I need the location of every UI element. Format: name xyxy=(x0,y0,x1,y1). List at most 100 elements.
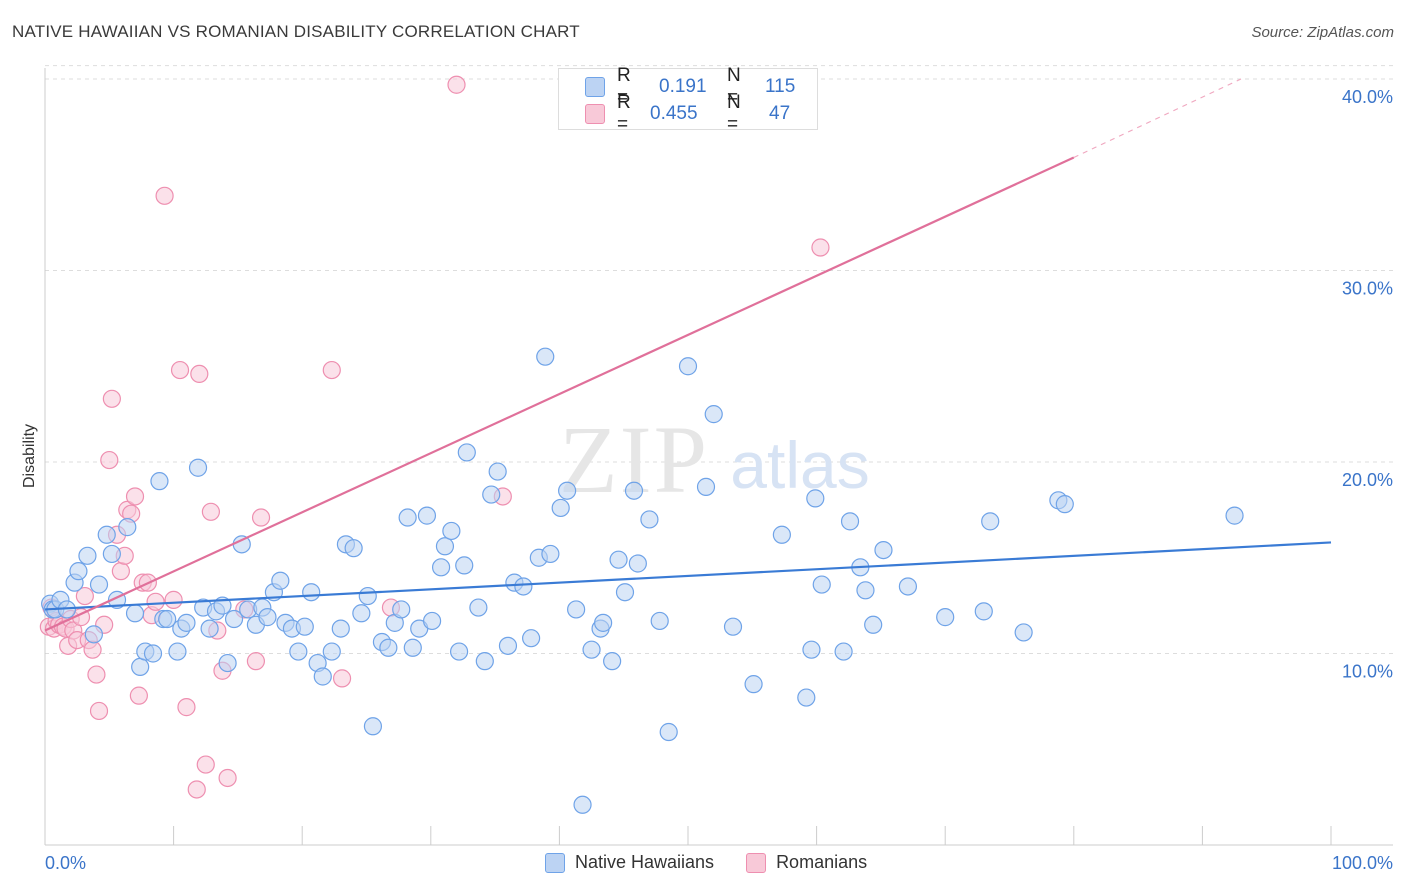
native-hawaiian-point xyxy=(143,644,163,663)
legend-swatch-romanians xyxy=(746,852,767,873)
native-hawaiian-point xyxy=(118,518,137,537)
native-hawaiian-point xyxy=(567,600,586,619)
native-hawaiian-point xyxy=(398,508,417,527)
native-hawaiian-point xyxy=(78,546,97,565)
native-hawaiian-point xyxy=(772,525,791,544)
legend-swatch-native-hawaiians xyxy=(545,852,565,873)
trend-lines xyxy=(44,78,1332,632)
native-hawaiian-point xyxy=(331,619,350,638)
series-romanians-points xyxy=(39,75,830,799)
native-hawaiian-point xyxy=(551,498,570,518)
romanian-point xyxy=(332,669,352,688)
romanian-point xyxy=(251,508,271,527)
y-tick-label: 20.0% xyxy=(1342,470,1393,490)
native-hawaiian-point xyxy=(536,347,555,366)
native-hawaiian-point xyxy=(417,506,437,525)
romanian-point xyxy=(83,640,102,659)
bottom-legend: Native Hawaiians Romanians xyxy=(545,852,899,873)
native-hawaiian-point xyxy=(482,485,501,504)
native-hawaiian-point xyxy=(150,472,169,491)
native-hawaiian-point xyxy=(200,619,219,638)
native-hawaiian-point xyxy=(488,462,507,481)
romanian-point xyxy=(322,360,341,380)
native-hawaiian-point xyxy=(363,717,383,736)
native-hawaiian-point xyxy=(457,443,476,462)
source-label[interactable]: Source: ZipAtlas.com xyxy=(1251,24,1394,41)
native-hawaiian-point xyxy=(435,537,455,556)
native-hawaiian-point xyxy=(258,608,277,627)
native-hawaiian-point xyxy=(498,636,518,655)
romanian-point xyxy=(190,364,209,384)
romanian-point xyxy=(75,586,94,606)
native-hawaiian-point xyxy=(609,550,628,569)
native-hawaiians-swatch xyxy=(585,77,605,97)
native-hawaiian-point xyxy=(650,611,669,631)
native-hawaiian-point xyxy=(834,642,853,661)
native-hawaiian-point xyxy=(295,617,314,636)
x-tick-label-end: 100.0% xyxy=(1332,853,1393,873)
series-native-hawaiians-points xyxy=(41,347,1244,814)
romanian-point xyxy=(125,487,145,506)
native-hawaiian-point xyxy=(358,586,377,606)
watermark-atlas: atlas xyxy=(730,428,869,502)
native-hawaiian-point xyxy=(898,577,918,596)
trend-line-native-hawaiians xyxy=(44,541,1332,611)
native-hawaiian-point xyxy=(131,657,150,677)
native-hawaiian-point xyxy=(352,604,371,623)
romanian-point xyxy=(187,780,206,799)
y-tick-labels: 10.0% 20.0% 30.0% 40.0% xyxy=(1342,87,1393,682)
native-hawaiian-point xyxy=(102,544,121,564)
romanian-point xyxy=(111,562,130,581)
legend-label-romanians: Romanians xyxy=(776,852,868,872)
native-hawaiian-point xyxy=(177,613,196,632)
native-hawaiian-point xyxy=(125,604,145,623)
r-value-romanians: 0.455 xyxy=(650,103,698,124)
romanian-point xyxy=(102,389,121,408)
native-hawaiian-point xyxy=(313,667,332,686)
native-hawaiian-point xyxy=(974,602,993,621)
native-hawaiian-point xyxy=(678,357,698,376)
n-label: N = xyxy=(727,65,741,108)
native-hawaiian-point xyxy=(874,540,893,560)
romanian-point xyxy=(447,75,466,94)
native-hawaiian-point xyxy=(475,652,494,671)
native-hawaiian-point xyxy=(704,405,723,424)
gridlines xyxy=(45,65,1393,654)
stats-legend: R = 0.191 N = 115 R = 0.455 N = 47 xyxy=(558,65,818,135)
native-hawaiian-point xyxy=(659,722,678,742)
x-tick-labels: 0.0% 100.0% xyxy=(45,853,1393,873)
romanian-point xyxy=(170,360,190,380)
native-hawaiian-point xyxy=(469,598,488,617)
native-hawaiian-point xyxy=(449,642,469,661)
legend-item-native-hawaiians[interactable]: Native Hawaiians xyxy=(545,852,714,873)
native-hawaiian-point xyxy=(522,629,541,648)
romanian-point xyxy=(201,502,220,521)
romanian-point xyxy=(177,698,196,717)
r-value-native-hawaiians: 0.191 xyxy=(659,76,707,97)
native-hawaiian-point xyxy=(624,481,644,500)
native-hawaiian-point xyxy=(1225,506,1244,525)
trend-line-romanians-extension xyxy=(1073,78,1242,159)
native-hawaiian-point xyxy=(455,556,474,575)
native-hawaiian-point xyxy=(640,510,659,529)
native-hawaiian-point xyxy=(558,481,577,500)
legend-item-romanians[interactable]: Romanians xyxy=(746,852,867,873)
romanians-swatch xyxy=(585,104,605,124)
romanian-point xyxy=(129,686,148,705)
native-hawaiian-point xyxy=(603,652,622,671)
native-hawaiian-point xyxy=(840,512,860,531)
native-hawaiian-point xyxy=(422,611,442,631)
native-hawaiian-point xyxy=(84,625,103,644)
romanian-point xyxy=(87,665,106,684)
native-hawaiian-point xyxy=(806,489,825,508)
r-label: R = xyxy=(617,92,631,135)
n-label: N = xyxy=(727,92,741,135)
native-hawaiian-point xyxy=(218,653,237,673)
romanian-point xyxy=(100,450,119,470)
r-label: R = xyxy=(617,65,631,108)
y-tick-label: 40.0% xyxy=(1342,87,1393,107)
trend-line-romanians xyxy=(44,156,1075,632)
x-tick-label-start: 0.0% xyxy=(45,853,86,873)
native-hawaiian-point xyxy=(271,571,290,590)
